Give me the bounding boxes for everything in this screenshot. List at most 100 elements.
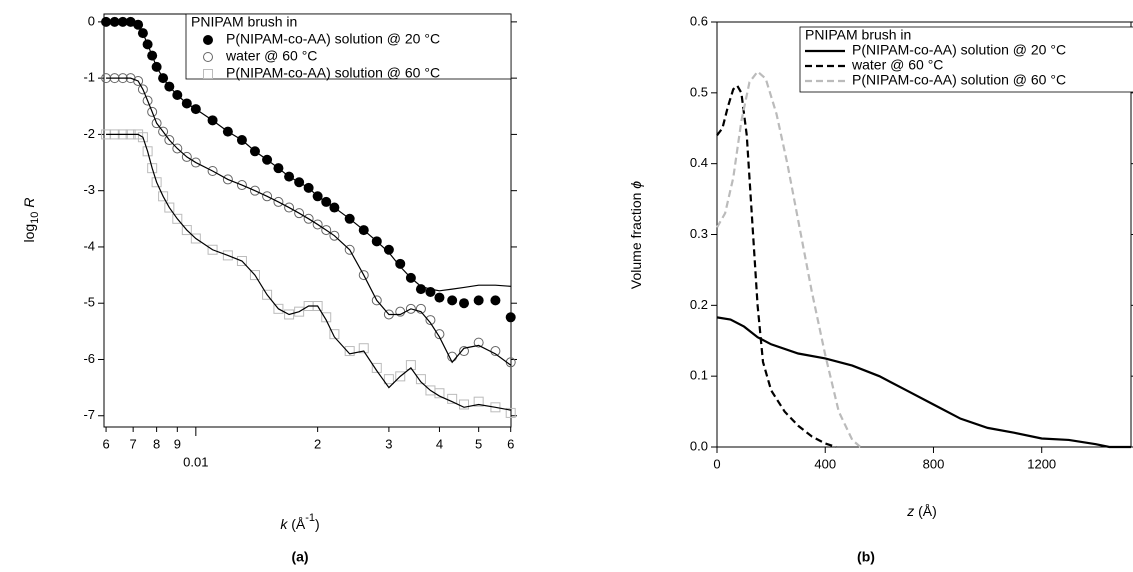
data-point <box>473 295 484 306</box>
data-point <box>142 95 153 106</box>
x-tick-label: 0 <box>713 456 720 471</box>
legend-title: PNIPAM brush in <box>191 14 297 30</box>
data-point <box>273 303 284 314</box>
data-point <box>415 303 426 314</box>
data-point <box>284 309 295 320</box>
data-point <box>172 213 183 224</box>
y-tick-label: 0.4 <box>690 155 708 170</box>
x-label-sup: -1 <box>305 512 315 524</box>
data-point <box>344 244 355 255</box>
x-axis-label: k (Å-1) <box>280 512 319 532</box>
data-point <box>137 84 148 95</box>
x-tick-label: 5 <box>475 436 482 451</box>
data-point <box>303 213 314 224</box>
data-point <box>473 396 484 407</box>
x-tick-label: 8 <box>153 436 160 451</box>
x-label-unit: (Å <box>287 516 306 532</box>
data-point <box>344 346 355 357</box>
x-label-var: k <box>280 516 288 532</box>
y-tick-label: 0.2 <box>690 297 708 312</box>
data-point <box>459 346 470 357</box>
panel: 0.0 0.1 0.2 0.3 0.4 0.5 0.6 0 400 800 1200 z (Å) Vol… <box>628 13 1133 565</box>
data-point <box>147 163 158 174</box>
data-point <box>273 196 284 207</box>
legend: PNIPAM brush inP(NIPAM-co-AA) solution @… <box>185 13 512 81</box>
data-point <box>383 374 394 385</box>
legend-marker <box>203 69 213 79</box>
data-point <box>358 270 369 281</box>
y-tick-label: -4 <box>83 238 95 253</box>
data-point <box>395 371 406 382</box>
legend: PNIPAM brush inP(NIPAM-co-AA) solution @… <box>799 26 1133 93</box>
data-point <box>371 295 382 306</box>
data-point <box>181 225 192 236</box>
data-point <box>329 329 340 340</box>
legend-marker <box>203 35 213 45</box>
y-axis-label: log10 R <box>21 197 41 242</box>
data-point <box>222 250 233 261</box>
data-point <box>425 315 436 326</box>
data-point <box>147 106 158 117</box>
x-label-unit: (Å) <box>914 503 937 519</box>
data-point <box>405 303 416 314</box>
y-tick-label: -1 <box>83 70 95 85</box>
x-tick-label: 2 <box>314 436 321 451</box>
data-point <box>262 191 273 202</box>
legend-label: P(NIPAM-co-AA) solution @ 20 °C <box>852 42 1066 58</box>
x-tick-label: 7 <box>130 436 137 451</box>
y-tick-label: -7 <box>83 407 95 422</box>
x-tick-label: 6 <box>102 436 109 451</box>
legend-title: PNIPAM brush in <box>805 27 911 43</box>
fit-line <box>106 21 511 292</box>
y-tick-label: -6 <box>83 351 95 366</box>
panel: 0-1-2-3-4-5-6-76 7 8 90.012 3 4 5 6k (Å-1)log10… <box>21 13 517 565</box>
series-line <box>716 316 1131 449</box>
x-tick-label: 800 <box>923 456 945 471</box>
data-point <box>312 219 323 230</box>
data-point <box>434 329 445 340</box>
data-point <box>181 151 192 162</box>
data-point <box>459 399 470 410</box>
legend-marker <box>203 52 213 62</box>
data-point <box>190 157 201 168</box>
data-point <box>164 135 175 146</box>
y-label-var: R <box>21 197 37 207</box>
data-point <box>490 295 501 306</box>
x-tick-label: 400 <box>814 456 836 471</box>
data-point <box>459 298 470 309</box>
data-point <box>137 132 148 143</box>
data-point <box>158 126 169 137</box>
data-point <box>151 177 162 188</box>
y-tick-label: 0.6 <box>690 13 708 28</box>
y-label-var: ϕ <box>628 181 644 189</box>
data-point <box>415 374 426 385</box>
x-tick-label: 9 <box>174 436 181 451</box>
data-point <box>172 143 183 154</box>
series-line <box>716 84 837 449</box>
y-tick-label: 0.3 <box>690 226 708 241</box>
x-tick-label: 4 <box>436 436 443 451</box>
data-point <box>434 292 445 303</box>
legend-label: P(NIPAM-co-AA) solution @ 20 °C <box>226 31 440 47</box>
y-label-pre: log <box>21 224 37 243</box>
x-tick-label: 3 <box>385 436 392 451</box>
y-tick-label: -3 <box>83 182 95 197</box>
legend-label: P(NIPAM-co-AA) solution @ 60 °C <box>226 65 440 81</box>
data-point <box>505 312 516 323</box>
panel-label: (b) <box>857 549 875 565</box>
data-point <box>395 258 406 269</box>
data-point <box>249 185 260 196</box>
data-point <box>158 191 169 202</box>
data-point <box>294 306 305 317</box>
x-label-var: z <box>906 503 914 519</box>
data-point <box>142 146 153 157</box>
panel-label: (a) <box>291 549 308 565</box>
data-point <box>321 312 332 323</box>
y-tick-label: 0.5 <box>690 84 708 99</box>
data-point <box>164 202 175 213</box>
y-tick-label: 0 <box>88 13 95 28</box>
y-tick-label: 0.1 <box>690 368 708 383</box>
legend-label: P(NIPAM-co-AA) solution @ 60 °C <box>852 72 1066 88</box>
